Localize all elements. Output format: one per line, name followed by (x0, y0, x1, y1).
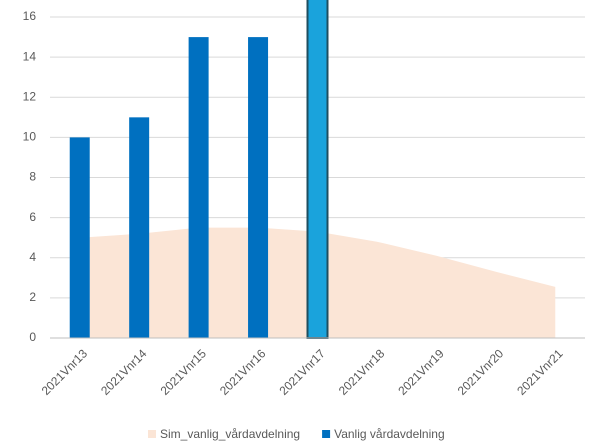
x-tick-label: 2021Vnr18 (336, 346, 388, 398)
y-tick-label: 14 (23, 49, 37, 63)
x-tick-label: 2021Vnr15 (158, 346, 210, 398)
y-tick-label: 2 (29, 290, 36, 304)
x-tick-label: 2021Vnr14 (98, 346, 150, 398)
legend-label: Sim_vanlig_vårdavdelning (160, 427, 300, 441)
legend-swatch (322, 430, 331, 438)
x-tick-label: 2021Vnr13 (39, 346, 91, 398)
y-tick-label: 4 (29, 250, 36, 264)
x-tick-label: 2021Vnr17 (276, 346, 328, 398)
x-tick-label: 2021Vnr16 (217, 346, 269, 398)
legend-swatch (148, 430, 156, 438)
y-tick-label: 8 (29, 170, 36, 184)
bar (129, 117, 150, 338)
bar (306, 0, 329, 339)
x-tick-label: 2021Vnr20 (455, 346, 507, 398)
x-tick-label: 2021Vnr19 (395, 346, 447, 398)
bar (69, 137, 90, 338)
bar (248, 37, 269, 338)
y-tick-label: 6 (29, 210, 36, 224)
y-tick-label: 10 (23, 130, 37, 144)
x-tick-label: 2021Vnr21 (514, 346, 566, 398)
bar (188, 37, 209, 338)
y-tick-label: 0 (29, 330, 36, 344)
legend-label: Vanlig vårdavdelning (334, 427, 445, 441)
y-tick-label: 16 (23, 9, 37, 23)
y-tick-label: 12 (23, 89, 37, 103)
